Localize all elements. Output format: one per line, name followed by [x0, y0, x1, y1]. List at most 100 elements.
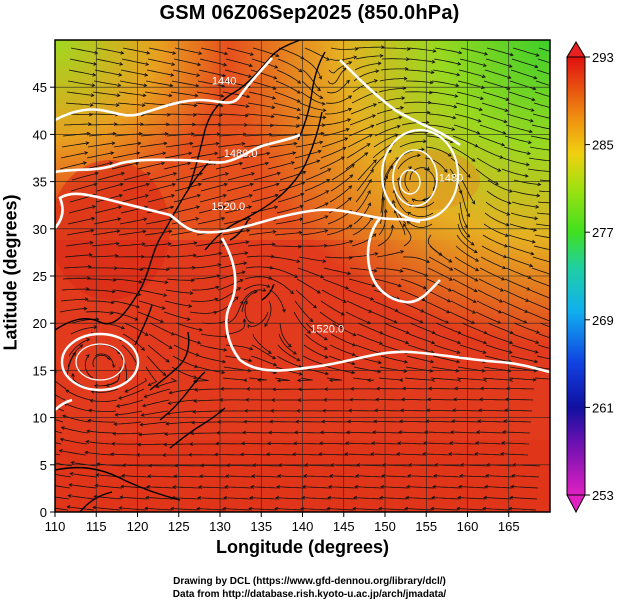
streamline — [533, 102, 550, 108]
streamline — [346, 431, 375, 434]
streamline-arrowhead — [559, 87, 562, 90]
streamline — [250, 69, 277, 79]
streamline-arrowhead — [269, 419, 273, 424]
streamline-arrowhead — [501, 276, 506, 281]
streamline-arrowhead — [62, 414, 67, 419]
streamline — [271, 124, 300, 127]
streamline — [502, 300, 528, 313]
streamline-arrowhead — [389, 165, 394, 170]
streamline-arrowhead — [347, 271, 352, 276]
streamline — [422, 453, 451, 456]
streamline-arrowhead — [508, 350, 513, 354]
streamline — [501, 442, 530, 445]
streamline-arrowhead — [500, 452, 505, 456]
streamline — [355, 179, 372, 203]
streamline-arrowhead — [265, 161, 270, 166]
streamline-arrowhead — [475, 258, 480, 262]
streamline-arrowhead — [509, 189, 514, 193]
streamline — [484, 212, 509, 226]
streamline — [319, 442, 348, 445]
streamline — [111, 162, 139, 170]
streamline — [401, 409, 429, 412]
streamline-arrowhead — [92, 72, 97, 77]
streamline-arrowhead — [354, 47, 359, 51]
streamline-arrowhead — [106, 356, 111, 361]
streamline — [330, 174, 353, 192]
streamline — [194, 252, 222, 258]
streamline-arrowhead — [420, 147, 425, 152]
streamline-arrowhead — [534, 64, 539, 69]
streamline — [508, 91, 535, 101]
streamline — [481, 245, 507, 258]
streamline — [486, 333, 513, 344]
streamline-arrowhead — [557, 250, 560, 253]
streamline-arrowhead — [197, 182, 202, 187]
streamline — [408, 47, 436, 52]
streamline — [348, 421, 376, 423]
streamline — [507, 245, 534, 255]
streamline-arrowhead — [351, 352, 356, 357]
streamline-arrowhead — [432, 484, 437, 489]
streamline — [371, 442, 400, 445]
streamline-arrowhead — [192, 253, 197, 258]
streamline-arrowhead — [324, 371, 329, 376]
streamline — [433, 344, 460, 354]
streamline-arrowhead — [457, 495, 462, 500]
streamline — [165, 142, 193, 148]
streamline-arrowhead — [480, 85, 485, 90]
streamline-arrowhead — [555, 129, 558, 132]
streamline-arrowhead — [322, 115, 327, 120]
streamline — [117, 102, 145, 106]
streamline-arrowhead — [262, 288, 267, 292]
streamline-arrowhead — [215, 285, 220, 290]
streamline-arrowhead — [190, 431, 195, 436]
streamline — [476, 157, 501, 172]
streamline-arrowhead — [194, 364, 199, 369]
streamline-arrowhead — [271, 105, 276, 110]
plot-title: GSM 06Z06Sep2025 (850.0hPa) — [159, 2, 460, 24]
streamline — [191, 143, 219, 148]
streamline — [90, 255, 118, 258]
streamline-arrowhead — [417, 153, 421, 158]
streamline — [423, 442, 452, 445]
streamline — [62, 415, 90, 423]
streamline — [434, 333, 461, 344]
streamline — [274, 245, 302, 248]
streamline-arrowhead — [322, 108, 327, 113]
streamline — [89, 278, 117, 281]
streamline — [248, 508, 277, 511]
streamline-arrowhead — [478, 107, 483, 112]
streamline — [328, 486, 357, 489]
streamline-arrowhead — [295, 419, 299, 424]
streamline — [196, 508, 225, 511]
streamline — [147, 194, 175, 203]
streamline — [294, 442, 322, 445]
streamline — [536, 212, 550, 215]
streamline — [241, 453, 269, 456]
streamline-arrowhead — [282, 308, 286, 313]
streamline — [404, 377, 432, 381]
streamline-arrowhead — [509, 330, 514, 335]
streamline-arrowhead — [375, 69, 380, 74]
streamline — [477, 146, 503, 159]
streamline-arrowhead — [504, 233, 509, 237]
streamline-arrowhead — [93, 182, 98, 187]
streamline — [381, 58, 410, 60]
streamline-arrowhead — [561, 213, 564, 216]
streamline — [453, 124, 480, 134]
streamline-arrowhead — [143, 217, 148, 222]
streamline-arrowhead — [482, 350, 487, 354]
streamline — [277, 344, 300, 361]
streamline-arrowhead — [562, 202, 565, 205]
streamline-arrowhead — [371, 283, 376, 288]
streamline-arrowhead — [372, 159, 377, 164]
streamline — [504, 409, 533, 412]
streamline — [354, 486, 383, 489]
streamline — [115, 123, 144, 126]
streamline-arrowhead — [39, 400, 42, 403]
streamline — [174, 333, 201, 344]
streamline — [407, 58, 435, 63]
streamline — [147, 475, 176, 478]
streamline — [352, 377, 374, 381]
streamline — [397, 442, 426, 445]
